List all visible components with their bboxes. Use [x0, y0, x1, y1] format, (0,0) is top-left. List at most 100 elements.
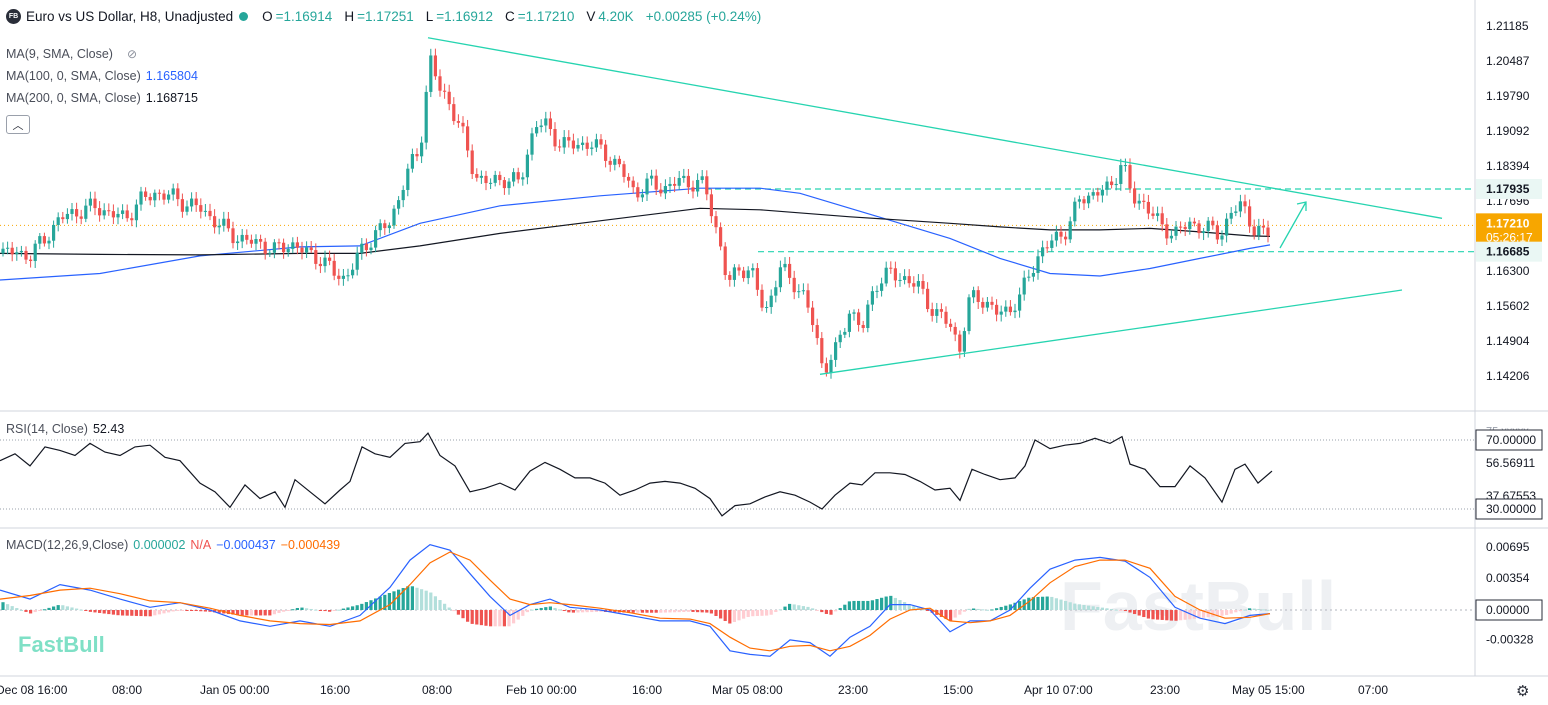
macd-histogram-bar: [939, 610, 943, 617]
macd-histogram-bar: [1174, 610, 1178, 621]
candle-body: [107, 210, 111, 212]
candle-body: [512, 172, 516, 182]
macd-histogram-bar: [682, 610, 686, 613]
candle-body: [608, 160, 612, 165]
candle-body: [208, 210, 212, 217]
candle-body: [1087, 195, 1091, 204]
candle-body: [1128, 165, 1132, 189]
macd-histogram-bar: [1142, 610, 1146, 618]
candle-body: [553, 129, 557, 147]
macd-histogram-bar: [341, 608, 345, 610]
candle-body: [1206, 220, 1210, 232]
macd-histogram-bar: [608, 610, 612, 613]
macd-histogram-bar: [346, 607, 350, 610]
price-tick-label: 1.21185: [1486, 19, 1529, 33]
candle-body: [677, 177, 681, 186]
volume-value: 4.20K: [598, 8, 634, 24]
macd-legend[interactable]: MACD(12,26,9,Close) 0.000002 N/A −0.000437−…: [6, 538, 340, 552]
candle-body: [567, 137, 571, 141]
macd-histogram-bar: [102, 610, 106, 614]
macd-histogram-bar: [1, 602, 5, 610]
rsi-tick-label: 70.00000: [1486, 433, 1536, 447]
macd-histogram-bar: [1041, 596, 1045, 610]
candle-body: [778, 267, 782, 288]
candle-body: [939, 309, 943, 312]
macd-histogram-bar: [599, 610, 603, 612]
eye-off-icon[interactable]: ⊘: [126, 47, 138, 61]
ma100-value: 1.165804: [145, 69, 198, 83]
candle-body: [1054, 231, 1058, 241]
candle-body: [581, 142, 585, 145]
candle-body: [447, 91, 451, 105]
macd-histogram-bar: [1211, 610, 1215, 617]
macd-histogram-bar: [190, 610, 194, 611]
ma100-legend[interactable]: MA(100, 0, SMA, Close) 1.165804: [6, 69, 198, 83]
macd-histogram-bar: [272, 610, 276, 615]
candle-body: [525, 154, 529, 178]
candle-body: [1059, 231, 1063, 237]
candle-body: [783, 263, 787, 268]
candle-body: [1238, 201, 1242, 212]
candle-body: [714, 216, 718, 228]
macd-histogram-bar: [903, 602, 907, 610]
candle-body: [111, 211, 115, 218]
candle-body: [558, 146, 562, 148]
candle-body: [19, 250, 23, 253]
macd-histogram-bar: [134, 610, 138, 616]
market-status-dot: [239, 11, 249, 21]
macd-histogram-bar: [857, 600, 861, 610]
macd-line-value: −0.000437: [216, 538, 276, 552]
macd-histogram-bar: [1133, 610, 1137, 615]
macd-histogram-bar: [259, 610, 263, 616]
candle-body: [1220, 235, 1224, 240]
candle-body: [121, 210, 125, 214]
macd-histogram-bar: [751, 610, 755, 617]
candle-body: [484, 175, 488, 184]
macd-histogram-bar: [1128, 610, 1132, 613]
candle-body: [1266, 227, 1270, 236]
macd-histogram-bar: [1123, 610, 1127, 612]
macd-histogram-bar: [493, 610, 497, 627]
candle-body: [972, 290, 976, 298]
macd-histogram-bar: [861, 600, 865, 610]
macd-histogram-bar: [548, 606, 552, 610]
chevron-up-icon[interactable]: ︿: [6, 115, 30, 134]
macd-histogram-bar: [852, 600, 856, 610]
candle-body: [1169, 235, 1173, 239]
watermark-text: FastBull: [1060, 567, 1336, 645]
candle-body: [1248, 206, 1252, 227]
candle-body: [590, 147, 594, 149]
close-label: C: [504, 8, 515, 24]
candle-body: [309, 247, 313, 251]
macd-histogram-bar: [866, 600, 870, 610]
ma200-legend[interactable]: MA(200, 0, SMA, Close) 1.168715: [6, 91, 198, 105]
candle-body: [470, 150, 474, 175]
ma9-legend[interactable]: MA(9, SMA, Close) ⊘: [6, 47, 137, 61]
macd-histogram-bar: [240, 610, 244, 616]
candle-body: [705, 176, 709, 195]
macd-histogram-bar: [907, 604, 911, 610]
ma200-line: [0, 207, 1271, 256]
macd-histogram-bar: [972, 608, 976, 610]
macd-histogram-bar: [56, 605, 60, 610]
macd-histogram-bar: [1018, 601, 1022, 610]
candle-body: [443, 90, 447, 92]
rsi-legend[interactable]: RSI(14, Close) 52.43: [6, 422, 124, 436]
macd-histogram-bar: [1114, 609, 1118, 611]
candle-body: [760, 289, 764, 308]
macd-histogram-bar: [788, 603, 792, 610]
macd-histogram-bar: [728, 610, 732, 624]
macd-histogram-bar: [1220, 610, 1224, 616]
symbol-title[interactable]: Euro vs US Dollar, H8, Unadjusted: [26, 8, 234, 24]
macd-histogram-bar: [351, 606, 355, 610]
candle-body: [65, 213, 69, 220]
candle-body: [1027, 276, 1031, 278]
candle-body: [116, 213, 120, 218]
macd-histogram-bar: [254, 610, 258, 616]
candle-body: [516, 172, 520, 180]
macd-histogram-bar: [314, 609, 318, 611]
gear-icon[interactable]: ⚙: [1516, 683, 1530, 700]
macd-histogram-bar: [691, 610, 695, 612]
macd-histogram-bar: [893, 597, 897, 610]
